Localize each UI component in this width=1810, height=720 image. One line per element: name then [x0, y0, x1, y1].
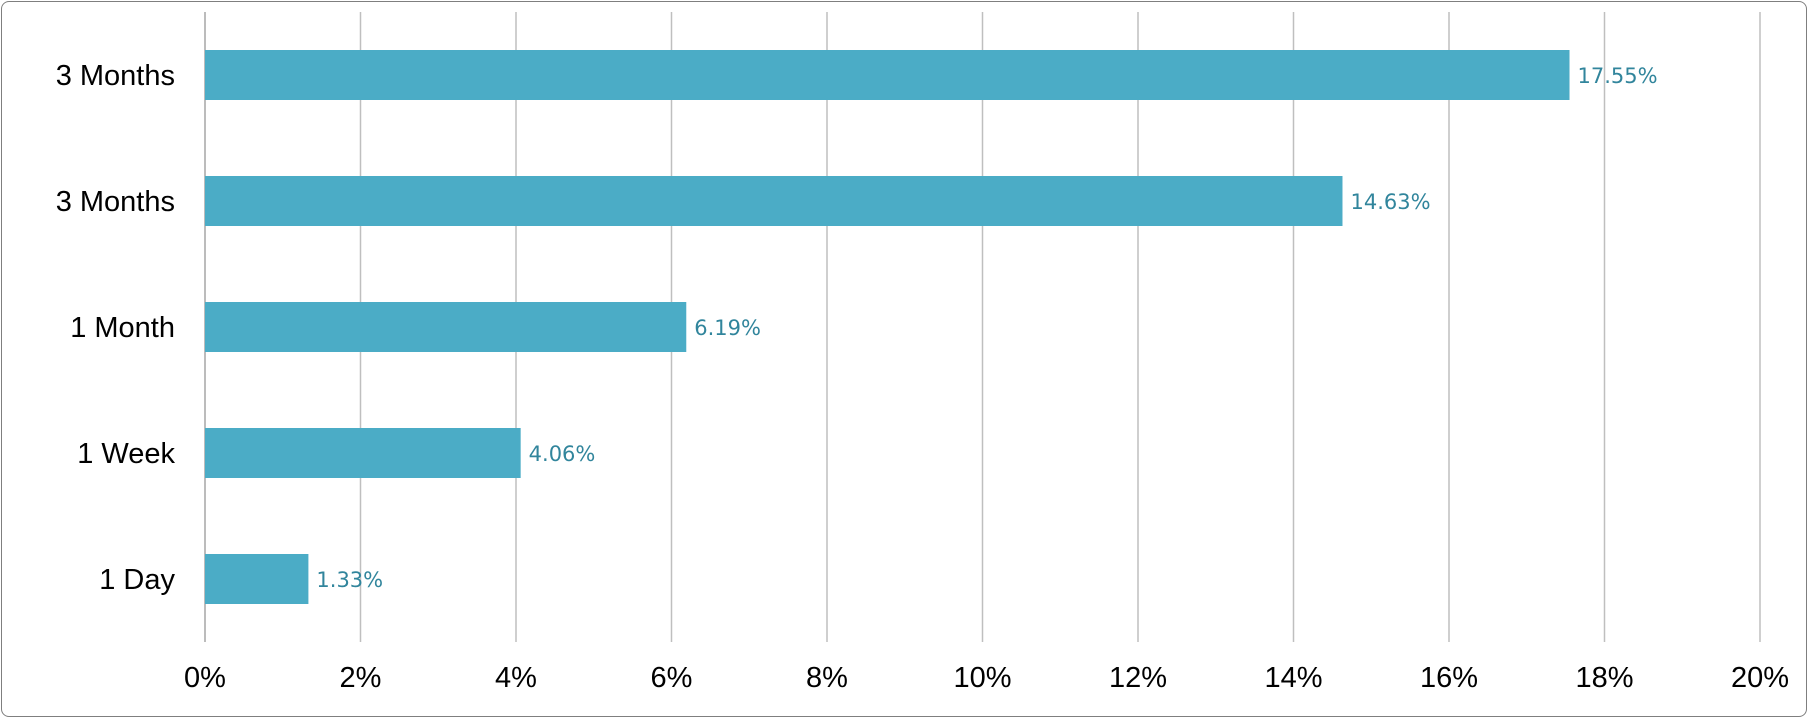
x-tick-label: 4%	[495, 662, 537, 694]
x-tick-label: 12%	[1109, 662, 1167, 694]
x-tick-label: 0%	[184, 662, 226, 694]
x-tick-labels: 0% 2% 4% 6% 8% 10% 12% 14% 16% 18% 20%	[184, 662, 1789, 694]
bar	[205, 176, 1343, 226]
x-tick-label: 10%	[953, 662, 1011, 694]
bar	[205, 302, 687, 352]
x-tick-label: 14%	[1264, 662, 1322, 694]
bar	[205, 554, 309, 604]
category-label: 3 Months	[56, 186, 175, 218]
data-label: 17.55%	[1578, 64, 1658, 88]
x-tick-label: 20%	[1731, 662, 1789, 694]
x-tick-label: 8%	[806, 662, 848, 694]
data-label: 6.19%	[694, 316, 761, 340]
category-labels: 3 Months 3 Months 1 Month 1 Week 1 Day	[56, 60, 176, 596]
category-label: 1 Day	[99, 564, 175, 596]
data-labels: 17.55% 14.63% 6.19% 4.06% 1.33%	[316, 64, 1657, 592]
bar	[205, 428, 521, 478]
bars	[205, 50, 1570, 604]
data-label: 1.33%	[316, 568, 383, 592]
x-tick-label: 6%	[651, 662, 693, 694]
grid-lines	[204, 12, 1761, 642]
bar	[205, 50, 1570, 100]
data-label: 4.06%	[529, 442, 596, 466]
x-tick-label: 18%	[1575, 662, 1633, 694]
x-tick-label: 2%	[340, 662, 382, 694]
category-label: 1 Month	[70, 312, 175, 344]
data-label: 14.63%	[1350, 190, 1430, 214]
x-tick-label: 16%	[1420, 662, 1478, 694]
category-label: 1 Week	[77, 438, 175, 470]
category-label: 3 Months	[56, 60, 175, 92]
